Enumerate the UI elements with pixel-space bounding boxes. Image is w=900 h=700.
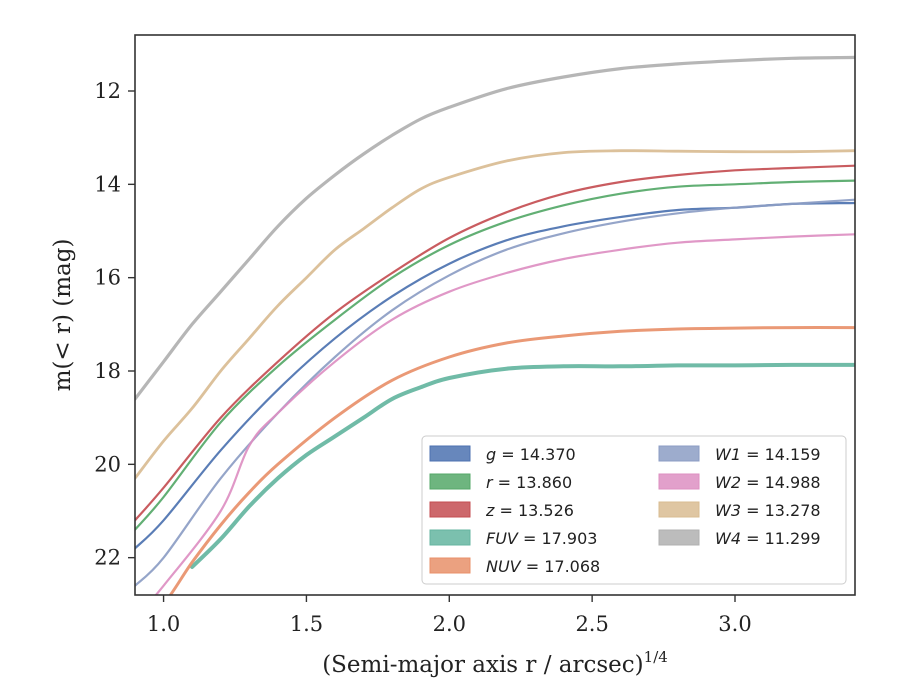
series-line-w4 [135, 55, 855, 401]
legend-swatch-w3 [658, 501, 700, 518]
legend-label-nuv: NUV = 17.068 [486, 557, 600, 576]
y-tick-label: 14 [94, 172, 121, 196]
y-axis-label: m(< r) (mag) [50, 239, 76, 392]
x-axis-ticks: 1.0 1.5 2.0 2.5 3.0 [147, 595, 752, 636]
plot-frame [134, 34, 856, 596]
legend-label-w1: W1 = 14.159 [715, 445, 821, 464]
y-tick-label: 16 [94, 266, 121, 290]
legend-label-fuv: FUV = 17.903 [486, 529, 597, 548]
legend-swatch-g [429, 445, 471, 462]
series-layer [135, 55, 855, 595]
legend-swatch-w2 [658, 473, 700, 490]
y-tick-label: 20 [94, 452, 121, 476]
legend-label-w2: W2 = 14.988 [715, 473, 821, 492]
series-line-w3 [135, 149, 855, 480]
x-axis-label-text: (Semi-major axis r / arcsec) [322, 652, 643, 678]
series-line-z [135, 164, 855, 522]
x-axis-label: (Semi-major axis r / arcsec)1/4 [322, 648, 668, 678]
y-tick-label: 22 [94, 546, 121, 570]
legend-swatch-nuv [429, 557, 471, 574]
series-line-fuv [190, 362, 855, 569]
series-line-w2 [154, 233, 855, 595]
legend-box [421, 435, 847, 585]
y-axis-ticks: 12 14 16 18 20 22 [94, 79, 135, 570]
x-tick-label: 3.0 [718, 612, 751, 636]
legend-label-r: r = 13.860 [486, 473, 572, 492]
x-tick-label: 1.5 [290, 612, 323, 636]
x-tick-label: 2.5 [575, 612, 608, 636]
legend-swatch-w1 [658, 445, 700, 462]
legend-swatch-r [429, 473, 471, 490]
series-line-r [135, 179, 855, 531]
legend-label-g: g = 14.370 [486, 445, 576, 464]
legend-swatch-w4 [658, 529, 700, 546]
legend-swatch-z [429, 501, 471, 518]
x-axis-label-superscript: 1/4 [644, 648, 668, 666]
legend: g = 14.370 r = 13.860 z = 13.526 FUV = 17.9… [421, 435, 847, 585]
x-tick-label: 2.0 [433, 612, 466, 636]
y-tick-label: 12 [94, 79, 121, 103]
legend-label-w4: W4 = 11.299 [715, 529, 821, 548]
series-line-nuv [168, 326, 855, 595]
legend-label-w3: W3 = 13.278 [715, 501, 821, 520]
legend-swatch-fuv [429, 529, 471, 546]
y-tick-label: 18 [94, 359, 121, 383]
legend-label-z: z = 13.526 [485, 501, 574, 520]
x-tick-label: 1.0 [147, 612, 180, 636]
series-line-w1 [135, 198, 855, 587]
